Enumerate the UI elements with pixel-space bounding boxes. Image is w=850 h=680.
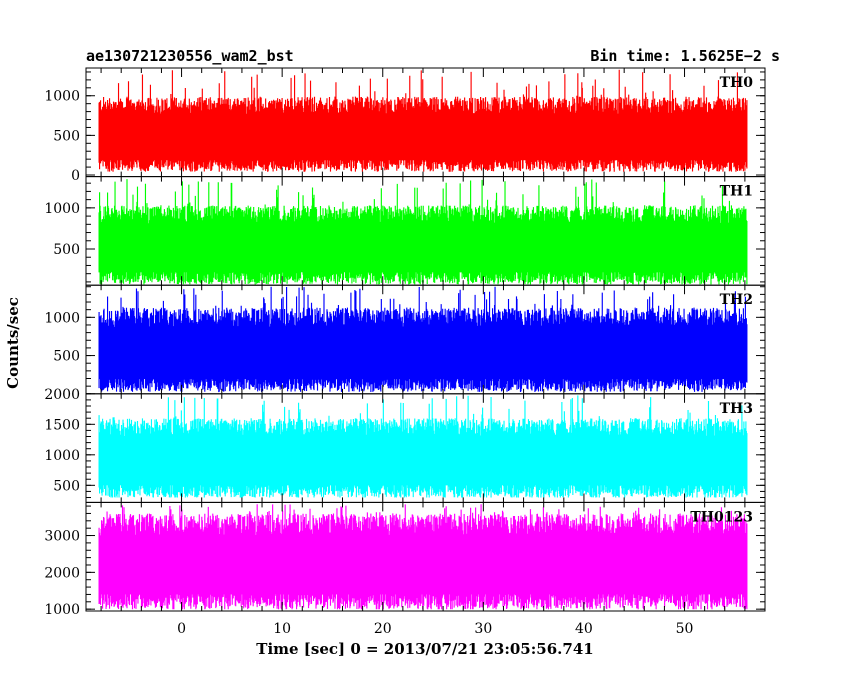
series-core-th0123	[99, 542, 747, 595]
panel-th1: 500 1000 TH1	[44, 176, 766, 286]
y-tick-label: 1000	[44, 310, 80, 326]
y-tick-label: 1000	[44, 602, 80, 618]
y-axis-title: Counts/sec	[4, 297, 22, 389]
x-tick-label: 40	[575, 621, 593, 637]
x-tick-label: 50	[676, 621, 694, 637]
panel-th2: 500 1000 TH2	[44, 284, 766, 395]
panel-label-th1: TH1	[720, 184, 753, 200]
y-tick-label: 1000	[44, 448, 80, 464]
panel-th0: 0 500 1000 TH0	[44, 67, 766, 184]
panel-th3: 500 1000 1500 2000 TH3	[44, 387, 766, 503]
observation-id-title: ae130721230556_wam2_bst	[86, 47, 294, 65]
y-tick-label: 0	[71, 168, 80, 184]
x-tick-label: 30	[474, 621, 492, 637]
y-tick-label: 500	[53, 478, 80, 494]
x-tick-label: 20	[374, 621, 392, 637]
panel-label-th0123: TH0123	[690, 509, 753, 525]
panels-group: 0 500 1000 TH0 500 1000 TH1 500 1000 TH2 500 1000 15…	[44, 67, 766, 618]
series-core-th2	[99, 333, 747, 380]
x-axis-labels: 0 10 20 30 40 50	[177, 621, 693, 637]
x-tick-label: 10	[273, 621, 291, 637]
y-tick-label: 2000	[44, 565, 80, 581]
y-tick-label: 3000	[44, 529, 80, 545]
panel-label-th3: TH3	[720, 401, 753, 417]
series-core-th1	[99, 229, 747, 273]
y-tick-label: 2000	[44, 387, 80, 403]
x-axis-title: Time [sec] 0 = 2013/07/21 23:05:56.741	[256, 640, 593, 658]
bin-time-title: Bin time: 1.5625E−2 s	[590, 47, 780, 65]
panel-frame	[85, 501, 766, 612]
y-tick-label: 1500	[44, 417, 80, 433]
series-core-th3	[99, 442, 747, 486]
y-tick-label: 500	[53, 349, 80, 365]
y-tick-label: 1000	[44, 201, 80, 217]
panel-label-th0: TH0	[720, 75, 754, 91]
y-tick-label: 500	[53, 128, 80, 144]
series-core-th0	[99, 119, 747, 161]
panel-th0123: 1000 2000 3000 TH0123	[44, 501, 766, 618]
y-tick-label: 1000	[44, 89, 80, 105]
y-tick-label: 500	[53, 242, 80, 258]
x-tick-label: 0	[177, 621, 186, 637]
panel-label-th2: TH2	[720, 292, 753, 308]
